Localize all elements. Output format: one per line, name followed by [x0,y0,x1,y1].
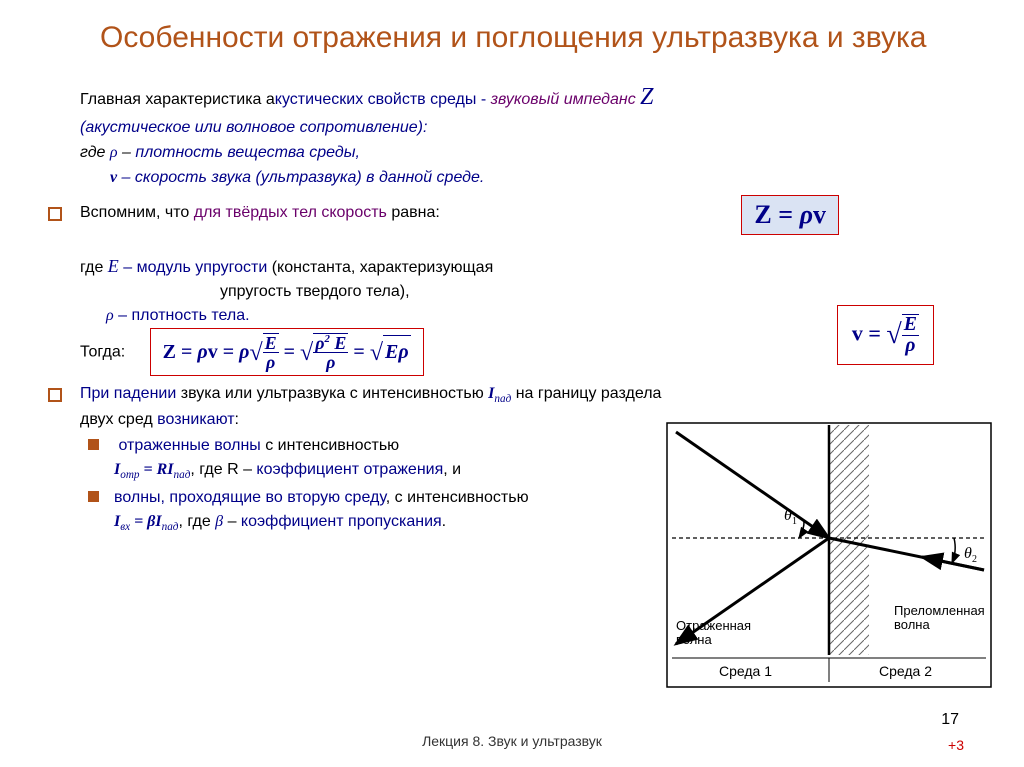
plus-badge: +3 [948,737,964,753]
bullet-2: При падении звука или ультразвука с инте… [40,382,670,536]
svg-text:Среда 1: Среда 1 [719,663,772,679]
intro-text: Главная характеристика акустических свой… [80,79,984,191]
svg-text:1: 1 [792,516,797,527]
svg-text:2: 2 [972,554,977,565]
svg-text:Преломленная: Преломленная [894,603,985,618]
slide-title: Особенности отражения и поглощения ультр… [100,18,984,57]
svg-text:θ: θ [784,507,792,524]
reflection-diagram: θ1 θ2 Отраженная волна Преломленная волн… [664,420,994,690]
sq-1: отраженные волны с интенсивностью Iотр =… [80,434,670,484]
sq-2: волны, проходящие во вторую среду, с инт… [80,486,670,536]
svg-text:волна: волна [894,617,930,632]
footer: Лекция 8. Звук и ультразвук [0,733,1024,749]
formula-full: Z = ρv = ρ√Eρ = √ρ2 Eρ = √Eρ [150,328,424,377]
svg-text:Отраженная: Отраженная [676,618,751,633]
svg-text:волна: волна [676,632,712,647]
page-number: 17 [941,711,959,729]
svg-text:θ: θ [964,545,972,562]
svg-text:Среда 2: Среда 2 [879,663,932,679]
bullet-1: Вспомним, что для твёрдых тел скорость р… [40,201,984,377]
